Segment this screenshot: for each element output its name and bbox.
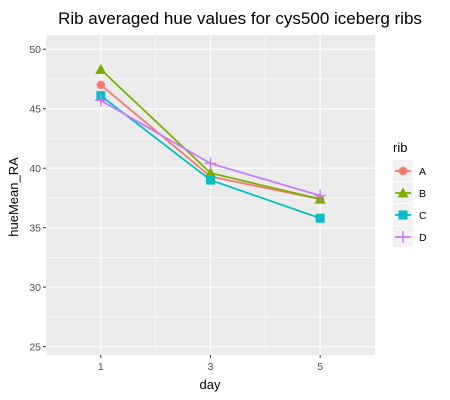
legend-label: C	[419, 210, 427, 222]
y-tick-label: 35	[29, 223, 41, 235]
data-point	[96, 80, 106, 90]
y-tick-label: 30	[29, 282, 41, 294]
y-axis-ticks: 25 30 35 40 45 50	[29, 44, 46, 353]
data-point	[204, 167, 217, 178]
y-tick-label: 50	[29, 44, 41, 56]
series-b	[95, 63, 326, 204]
y-tick-label: 45	[29, 104, 41, 116]
data-point	[314, 189, 327, 202]
x-axis-title: day	[200, 377, 221, 392]
data-point	[315, 213, 325, 223]
y-tick-label: 25	[29, 341, 41, 353]
data-point	[206, 175, 215, 185]
legend-label: D	[419, 232, 427, 244]
x-axis-ticks: 1 3 5	[98, 355, 323, 373]
legend-item-d: D	[393, 226, 427, 247]
x-tick-label: 1	[98, 361, 104, 373]
legend-key-marker	[398, 210, 408, 220]
chart-title: Rib averaged hue values for cys500 icebe…	[58, 9, 422, 28]
x-tick-label: 3	[208, 361, 214, 373]
legend-item-c: C	[393, 204, 427, 225]
legend-item-a: A	[393, 160, 426, 181]
series-d	[94, 94, 327, 202]
series-layer	[94, 63, 327, 223]
legend-label: A	[419, 166, 426, 178]
x-tick-label: 5	[317, 361, 323, 373]
y-axis-title: hueMean_RA	[6, 157, 21, 237]
legend-label: B	[419, 188, 426, 200]
data-point	[95, 63, 107, 74]
legend-item-b: B	[393, 182, 426, 203]
y-tick-label: 40	[29, 163, 41, 175]
legend-key-marker	[397, 231, 409, 243]
data-point	[94, 94, 107, 107]
legend-key-marker	[398, 166, 408, 176]
data-point	[204, 157, 217, 170]
legend-title: rib	[393, 140, 407, 155]
legend-key-marker	[397, 187, 409, 198]
